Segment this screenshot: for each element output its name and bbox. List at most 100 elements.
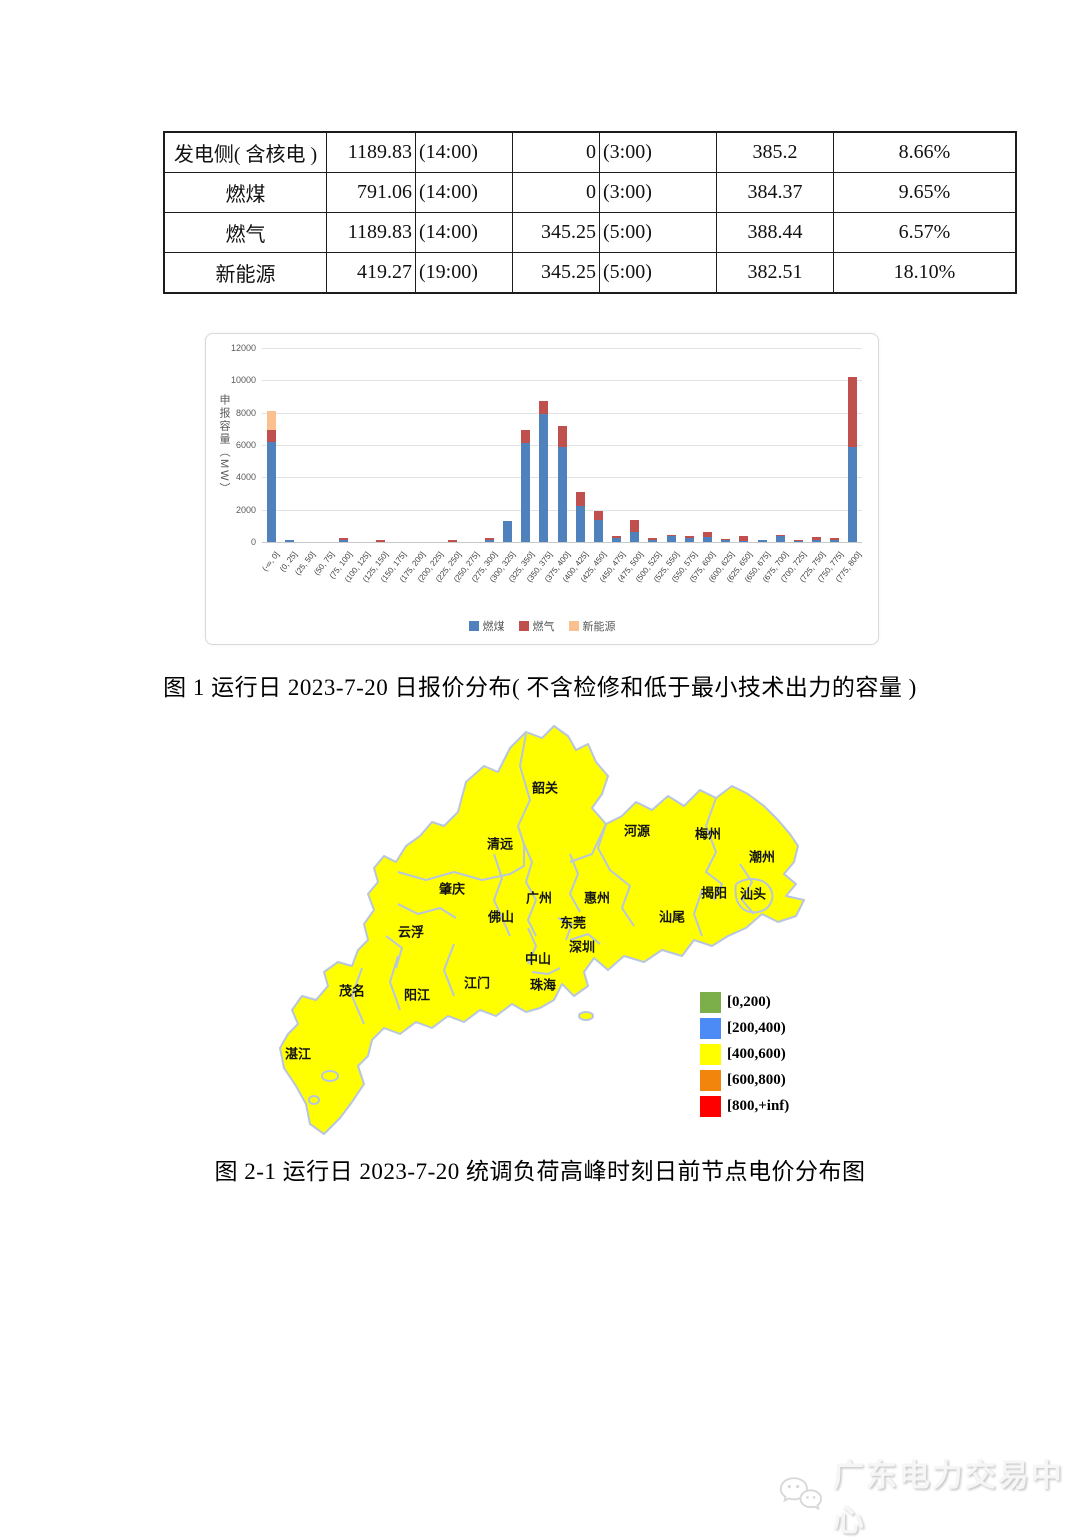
map-legend-swatch xyxy=(700,1044,721,1065)
guangdong-price-map: 韶关 清远 河源 梅州 潮州 肇庆 广州 惠州 揭阳 汕头 佛山 东莞 汕尾 云浮 深圳 中山 珠海 江门 茂名 阳江… xyxy=(270,722,810,1142)
bar xyxy=(812,537,822,542)
bar xyxy=(702,532,712,542)
bar-segment-燃气 xyxy=(557,425,567,447)
map-legend-row: [800,+inf) xyxy=(700,1096,789,1117)
table-cell: (14:00) xyxy=(415,172,513,213)
bar-segment-燃煤 xyxy=(612,537,622,542)
table-cell: 419.27 xyxy=(326,252,416,294)
bar-segment-燃气 xyxy=(484,537,494,541)
table-cell: (3:00) xyxy=(599,131,717,173)
bar xyxy=(557,425,567,542)
legend-label: 燃气 xyxy=(532,621,555,633)
bar xyxy=(666,534,676,542)
legend-item: 新能源 xyxy=(568,618,616,634)
map-legend-row: [600,800) xyxy=(700,1070,789,1091)
bar xyxy=(757,540,767,542)
bar xyxy=(375,539,385,542)
bar xyxy=(830,537,840,542)
bar-segment-燃气 xyxy=(575,491,585,507)
figure2-caption: 图 2-1 运行日 2023-7-20 统调负荷高峰时刻日前节点电价分布图 xyxy=(214,1159,866,1184)
city-label-云浮: 云浮 xyxy=(397,924,425,940)
legend-swatch xyxy=(468,621,479,631)
bar-segment-燃气 xyxy=(830,537,840,541)
legend-swatch xyxy=(518,621,529,631)
bar-segment-燃煤 xyxy=(775,536,785,542)
bar xyxy=(684,536,694,542)
bar-segment-燃煤 xyxy=(812,539,822,542)
city-label-潮州: 潮州 xyxy=(748,849,776,865)
bar-segment-燃气 xyxy=(848,377,858,447)
x-tick-label: (-∞, 0] xyxy=(260,550,282,574)
bar xyxy=(284,539,294,542)
table-cell: 1189.83 xyxy=(326,131,416,173)
chart-x-axis-labels: (-∞, 0] (0, 25] (25, 50] (50, 75] (75, 100](… xyxy=(260,546,863,608)
table-cell: 燃煤 xyxy=(163,172,327,213)
bar-segment-燃煤 xyxy=(284,539,294,542)
table-cell: (14:00) xyxy=(415,212,513,253)
bar-segment-燃气 xyxy=(702,532,712,538)
bar xyxy=(448,539,458,542)
bar-segment-燃气 xyxy=(666,534,676,537)
map-legend-label: [0,200) xyxy=(727,994,771,1010)
y-tick-label: 2000 xyxy=(235,504,256,515)
map-legend-swatch xyxy=(700,1018,721,1039)
bar xyxy=(648,537,658,542)
city-label-佛山: 佛山 xyxy=(487,909,515,925)
bar-segment-燃煤 xyxy=(593,520,603,542)
city-label-深圳: 深圳 xyxy=(568,939,596,955)
city-label-揭阳: 揭阳 xyxy=(700,885,728,901)
city-label-湛江: 湛江 xyxy=(284,1046,312,1062)
bar-segment-新能源 xyxy=(266,411,276,430)
bar-segment-燃气 xyxy=(521,430,531,444)
gridline xyxy=(262,348,862,349)
city-label-河源: 河源 xyxy=(623,823,651,839)
bar xyxy=(593,511,603,542)
bar-segment-燃煤 xyxy=(648,540,658,542)
map-legend-swatch xyxy=(700,1096,721,1117)
bar-segment-燃煤 xyxy=(721,540,731,542)
bar xyxy=(739,535,749,542)
gridline xyxy=(262,412,862,414)
city-label-广州: 广州 xyxy=(525,890,553,906)
table-cell: 8.66% xyxy=(833,131,1017,173)
table-cell: (5:00) xyxy=(599,252,717,294)
bar xyxy=(266,411,276,542)
bar-segment-燃气 xyxy=(266,429,276,442)
bar-segment-燃煤 xyxy=(830,540,840,542)
bar-segment-燃气 xyxy=(648,537,658,541)
table-cell: 新能源 xyxy=(163,252,327,294)
table-cell: 0 xyxy=(512,172,600,213)
table-row: 燃气 1189.83 (14:00) 345.25 (5:00) 388.44 6.57% xyxy=(163,212,1017,253)
bar-segment-燃气 xyxy=(612,535,622,538)
table-cell: 9.65% xyxy=(833,172,1017,213)
legend-swatch xyxy=(568,621,579,631)
city-label-惠州: 惠州 xyxy=(583,890,611,906)
table-cell: 0 xyxy=(512,131,600,173)
table-row: 发电侧( 含核电 ) 1189.83 (14:00) 0 (3:00) 385.2 8.66… xyxy=(163,131,1017,173)
bar xyxy=(502,520,512,542)
bar-segment-燃气 xyxy=(375,539,385,542)
bar xyxy=(339,537,349,542)
table-cell: (19:00) xyxy=(415,252,513,294)
bar xyxy=(484,537,494,542)
map-legend-swatch xyxy=(700,992,721,1013)
bar-segment-燃煤 xyxy=(502,520,512,542)
city-label-清远: 清远 xyxy=(486,836,514,852)
map-legend-label: [800,+inf) xyxy=(727,1098,790,1114)
bar-segment-燃气 xyxy=(593,511,603,521)
table-cell: 345.25 xyxy=(512,212,600,253)
table-cell: 384.37 xyxy=(716,172,834,213)
table-cell: 发电侧( 含核电 ) xyxy=(163,131,327,173)
footer-brand-text: 广东电力交易中心 xyxy=(832,1458,1064,1538)
bar xyxy=(612,535,622,542)
bar-segment-燃煤 xyxy=(521,443,531,542)
island xyxy=(578,1011,594,1021)
bar-segment-燃气 xyxy=(539,401,549,415)
bar-segment-燃煤 xyxy=(666,536,676,542)
y-tick-label: 10000 xyxy=(230,375,256,386)
map-legend-swatch xyxy=(700,1070,721,1091)
bar-segment-燃气 xyxy=(739,535,749,541)
bar-segment-燃气 xyxy=(630,520,640,533)
table-cell: 燃气 xyxy=(163,212,327,253)
